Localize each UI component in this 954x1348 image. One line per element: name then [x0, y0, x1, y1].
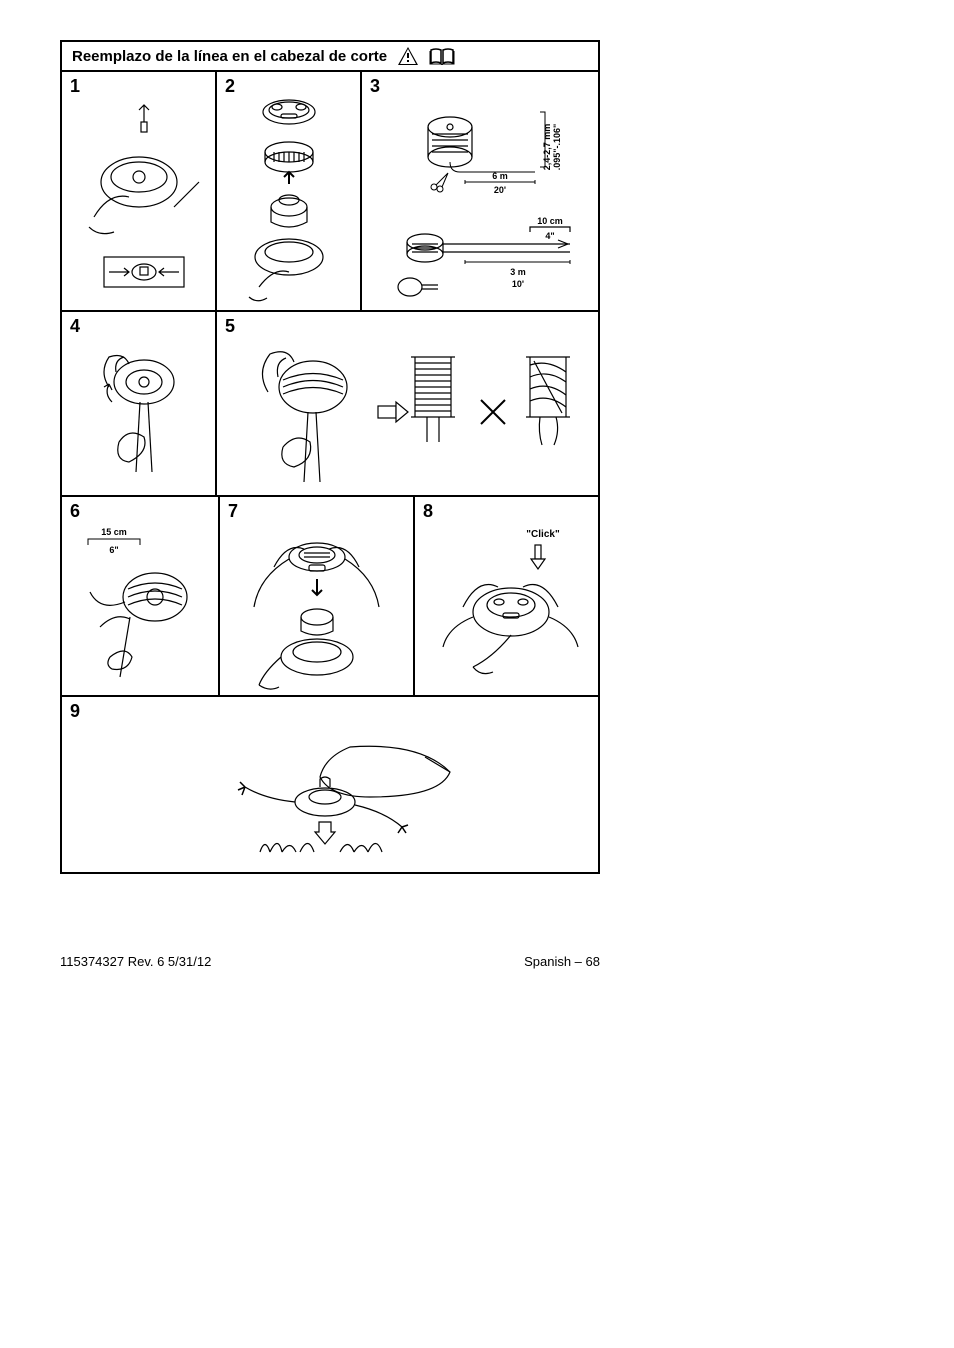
cell-step-5: 5 [217, 312, 598, 495]
label-20ft: 20' [494, 185, 506, 195]
step-number: 9 [62, 697, 88, 726]
label-diameter-in: .095"-.106" [552, 124, 562, 171]
step-number: 6 [62, 497, 88, 526]
row-4: 9 [62, 697, 598, 872]
manual-icon [429, 47, 455, 65]
illustration-step-4 [74, 332, 204, 492]
illustration-step-5 [228, 332, 588, 492]
label-10cm: 10 cm [537, 216, 563, 226]
illustration-step-3: 2,4-2,7 mm .095"-.106" [370, 92, 590, 312]
cell-step-9: 9 [62, 697, 598, 872]
illustration-step-2 [229, 92, 349, 312]
cell-step-1: 1 [62, 72, 217, 310]
row-2: 4 [62, 312, 598, 497]
page-title: Reemplazo de la línea en el cabezal de c… [72, 48, 387, 65]
label-15cm: 15 cm [101, 527, 127, 537]
footer-right: Spanish – 68 [524, 954, 600, 969]
step-number: 5 [217, 312, 243, 341]
step-number: 4 [62, 312, 88, 341]
label-10ft: 10' [512, 279, 524, 289]
footer-left: 115374327 Rev. 6 5/31/12 [60, 954, 211, 969]
svg-text:.095"-.106": .095"-.106" [552, 124, 562, 171]
step-number: 2 [217, 72, 243, 101]
svg-text:2,4-2,7 mm: 2,4-2,7 mm [542, 124, 552, 171]
label-diameter-mm: 2,4-2,7 mm [542, 124, 552, 171]
row-3: 6 15 cm 6" [62, 497, 598, 697]
illustration-step-7 [229, 517, 404, 697]
title-row: Reemplazo de la línea en el cabezal de c… [62, 42, 598, 72]
illustration-step-6: 15 cm 6" [70, 517, 210, 697]
label-4in: 4" [545, 231, 554, 241]
cell-step-8: 8 "Click" [415, 497, 606, 695]
step-number: 3 [362, 72, 388, 101]
label-6in: 6" [109, 545, 118, 555]
illustration-step-1 [74, 97, 204, 297]
step-number: 7 [220, 497, 246, 526]
illustration-step-8: "Click" [423, 517, 598, 697]
label-6m: 6 m [492, 171, 508, 181]
cell-step-4: 4 [62, 312, 217, 495]
cell-step-2: 2 [217, 72, 362, 310]
step-number: 1 [62, 72, 88, 101]
label-3m: 3 m [510, 267, 526, 277]
label-click: "Click" [526, 529, 560, 540]
warning-icon [397, 46, 419, 66]
cell-step-6: 6 15 cm 6" [62, 497, 220, 695]
page-footer: 115374327 Rev. 6 5/31/12 Spanish – 68 [60, 954, 600, 969]
step-number: 8 [415, 497, 441, 526]
row-1: 1 [62, 72, 598, 312]
instruction-frame: Reemplazo de la línea en el cabezal de c… [60, 40, 600, 874]
cell-step-7: 7 [220, 497, 415, 695]
cell-step-3: 3 2,4-2,7 [362, 72, 598, 310]
illustration-step-9 [170, 717, 490, 867]
